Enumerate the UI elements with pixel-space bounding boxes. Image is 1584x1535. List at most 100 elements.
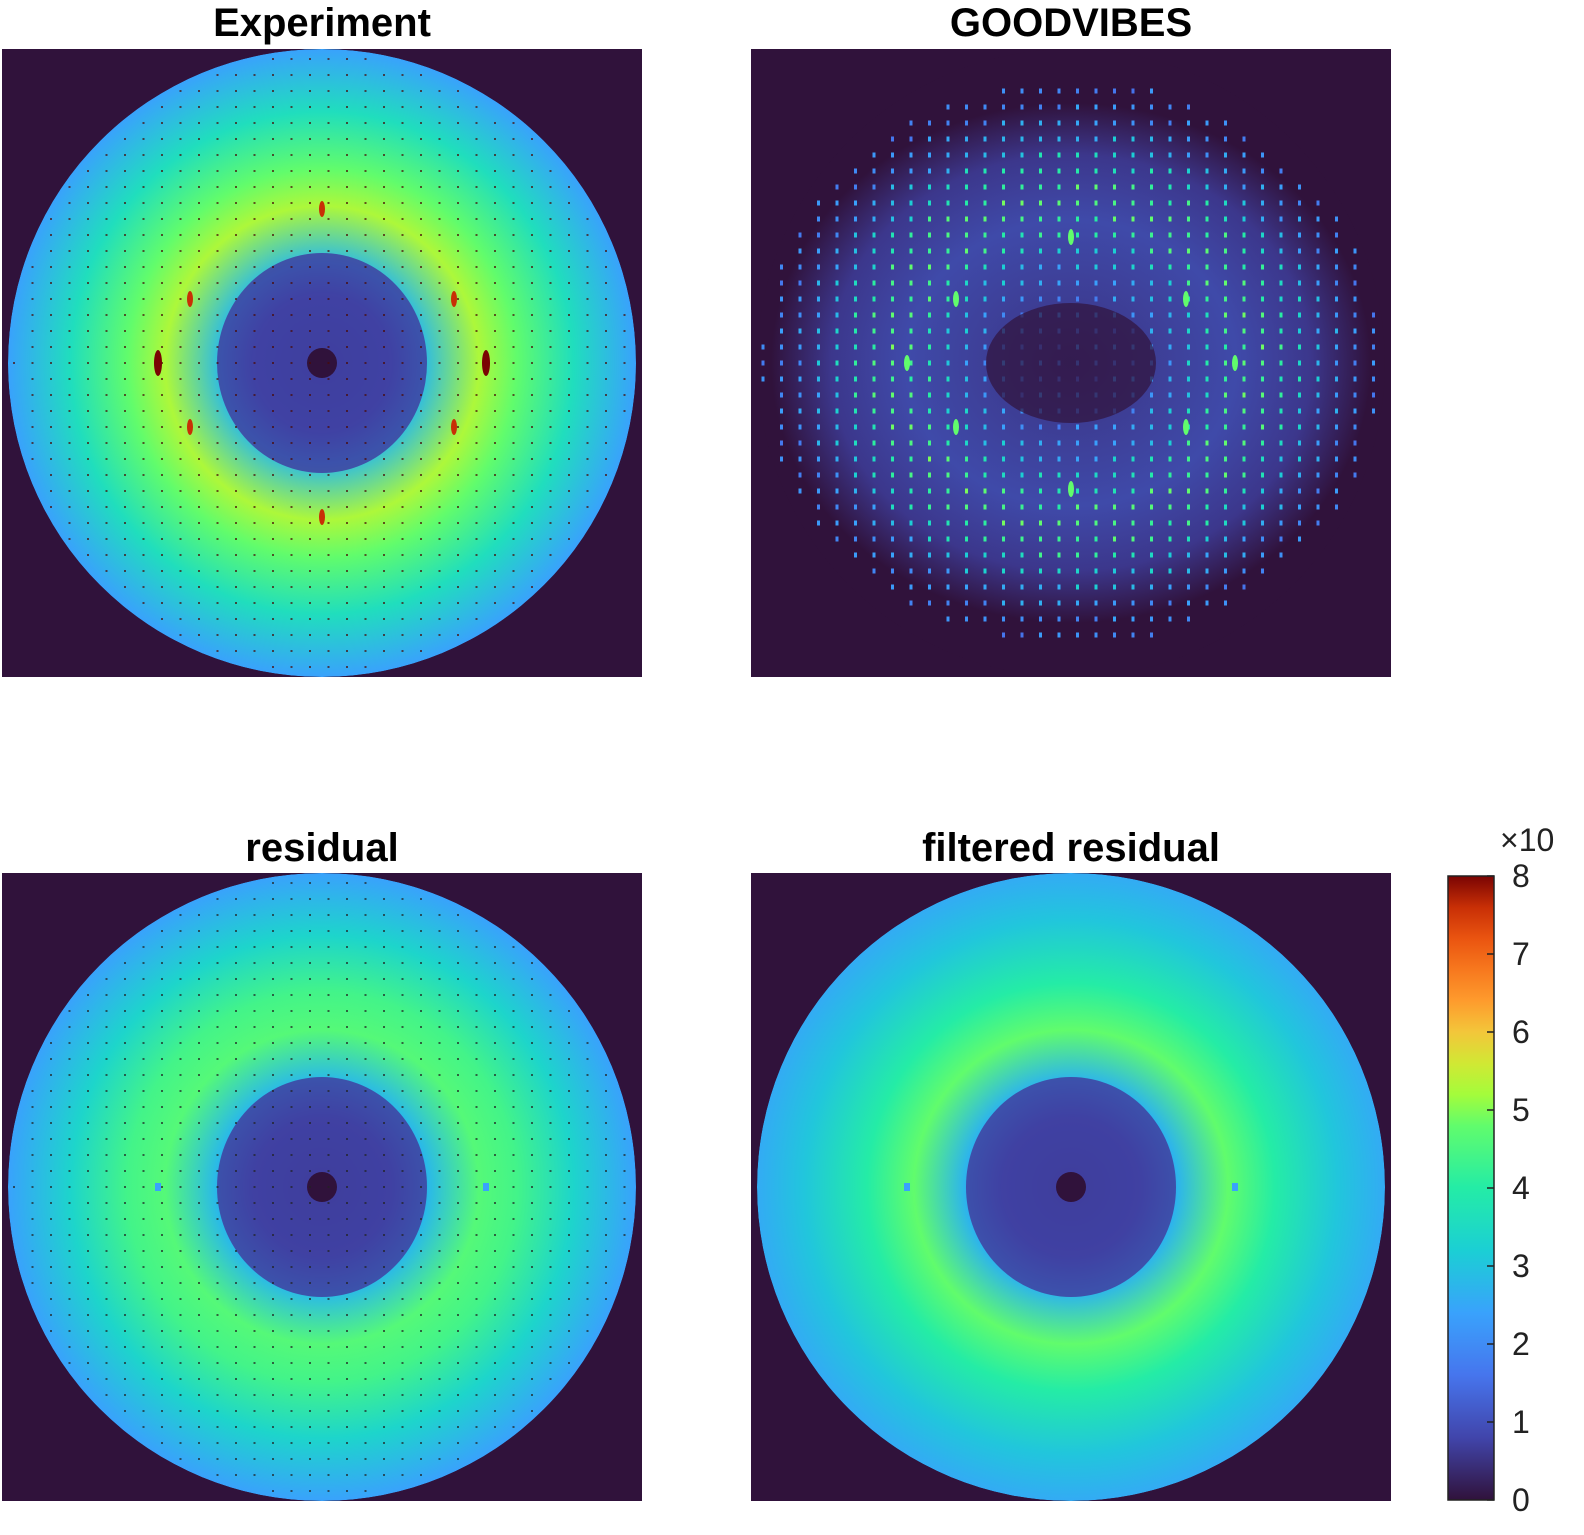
bragg-peak (1168, 328, 1172, 334)
bragg-peak (401, 1122, 404, 1124)
bragg-peak (142, 490, 145, 492)
colorbar-tick-label: 5 (1512, 1092, 1530, 1128)
bragg-peak (568, 1090, 570, 1092)
bragg-peak (1094, 136, 1098, 142)
bragg-peak (983, 280, 987, 286)
bragg-peak (50, 1282, 52, 1284)
bragg-peak (1279, 216, 1283, 222)
bragg-peak (549, 1170, 552, 1172)
bragg-peak (586, 458, 589, 460)
bragg-peak (68, 1314, 71, 1316)
bragg-peak (327, 154, 330, 156)
bragg-peak (549, 202, 552, 204)
bragg-peak (1205, 440, 1209, 446)
bragg-peak (586, 1314, 589, 1316)
bragg-peak (235, 506, 237, 508)
bragg-peak (327, 74, 330, 76)
bragg-peak (1150, 280, 1153, 286)
bragg-peak (512, 570, 515, 572)
bragg-peak (68, 394, 71, 396)
bragg-peak (438, 1122, 441, 1124)
bragg-peak (420, 1298, 422, 1300)
bragg-peak (50, 410, 52, 412)
bragg-peak (198, 1042, 200, 1044)
bragg-peak (512, 602, 515, 604)
bragg-peak (216, 1026, 219, 1028)
bragg-peak (1076, 600, 1079, 606)
bragg-peak (161, 538, 163, 540)
bragg-peak (272, 1410, 274, 1412)
bragg-peak (512, 410, 515, 412)
bragg-peak (438, 1442, 441, 1444)
bragg-peak (438, 1106, 441, 1108)
bragg-peak (13, 362, 15, 364)
bragg-peak (235, 282, 237, 284)
bragg-peak (1002, 504, 1005, 510)
bragg-peak (1150, 392, 1153, 398)
bragg-peak (216, 234, 219, 236)
beamstop (307, 1172, 337, 1202)
bragg-peak (568, 1282, 570, 1284)
bragg-peak (50, 1314, 52, 1316)
bragg-peak (1298, 376, 1301, 382)
bragg-peak (179, 962, 182, 964)
bragg-peak (475, 1074, 478, 1076)
bragg-peak (1020, 216, 1024, 222)
bragg-peak (68, 490, 71, 492)
bragg-peak (290, 154, 293, 156)
bragg-peak (327, 1074, 330, 1076)
bragg-peak (928, 376, 931, 382)
bragg-peak (1131, 600, 1135, 606)
bragg-peak (586, 1250, 589, 1252)
bragg-peak (235, 266, 237, 268)
bragg-peak (1113, 152, 1116, 158)
bragg-peak (420, 266, 422, 268)
bragg-peak (105, 282, 108, 284)
bragg-peak (494, 1346, 496, 1348)
bragg-peak (235, 394, 237, 396)
bragg-peak (105, 1394, 108, 1396)
bragg-peak (235, 442, 237, 444)
bragg-peak (475, 1330, 478, 1332)
bragg-peak (198, 1282, 200, 1284)
bragg-peak (401, 650, 404, 652)
bragg-peak (124, 538, 126, 540)
bragg-peak (965, 136, 968, 142)
bragg-peak (31, 330, 34, 332)
bragg-peak (1261, 552, 1264, 558)
bragg-peak (253, 234, 256, 236)
bragg-peak (161, 490, 163, 492)
bragg-peak (87, 1170, 89, 1172)
bragg-peak (1335, 440, 1338, 446)
bragg-peak (198, 1346, 200, 1348)
bragg-peak (383, 1442, 385, 1444)
bragg-peak (438, 1074, 441, 1076)
bragg-peak (817, 312, 820, 318)
bragg-peak (549, 538, 552, 540)
bragg-peak (475, 250, 478, 252)
bragg-peak (1150, 584, 1153, 590)
bragg-peak (235, 74, 237, 76)
bragg-peak (512, 330, 515, 332)
bragg-peak (68, 234, 71, 236)
bragg-peak (605, 1106, 607, 1108)
bragg-peak (327, 1362, 330, 1364)
bragg-peak (457, 1090, 459, 1092)
bragg-peak (327, 90, 330, 92)
bragg-peak (946, 136, 950, 142)
bragg-peak (401, 426, 404, 428)
bragg-peak (50, 506, 52, 508)
bragg-peak (1279, 344, 1283, 350)
bragg-peak (965, 408, 968, 414)
bragg-peak (1279, 472, 1283, 478)
bragg-peak (438, 90, 441, 92)
bragg-peak (438, 362, 441, 364)
bragg-peak (1168, 136, 1172, 142)
bragg-peak (1335, 328, 1338, 334)
bragg-peak (161, 394, 163, 396)
bragg-peak (1335, 248, 1338, 254)
bragg-peak (179, 1442, 182, 1444)
bragg-peak (1205, 392, 1209, 398)
bragg-peak (586, 394, 589, 396)
bragg-peak (1261, 408, 1264, 414)
